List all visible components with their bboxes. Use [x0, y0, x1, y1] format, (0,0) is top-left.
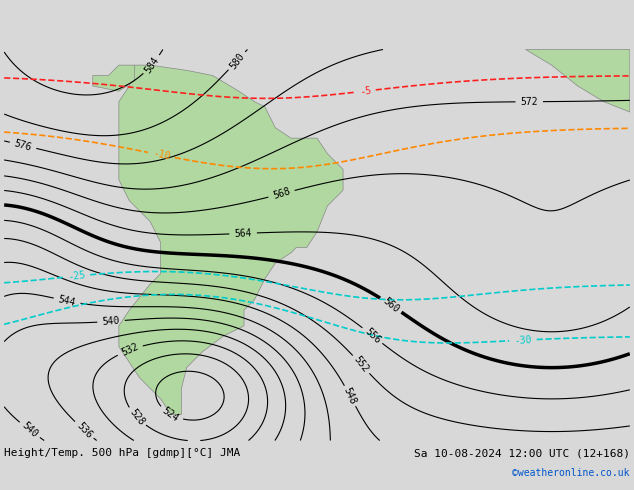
- Text: 540: 540: [20, 420, 39, 440]
- Text: ©weatheronline.co.uk: ©weatheronline.co.uk: [512, 468, 630, 478]
- Text: 536: 536: [74, 420, 94, 440]
- Text: 556: 556: [363, 326, 382, 345]
- Text: 552: 552: [352, 354, 370, 374]
- Text: 524: 524: [160, 405, 181, 423]
- Text: 528: 528: [127, 407, 146, 427]
- Text: 532: 532: [120, 342, 140, 358]
- Text: -30: -30: [514, 335, 532, 345]
- Text: -10: -10: [152, 148, 171, 162]
- Text: 580: 580: [228, 50, 246, 71]
- Text: 584: 584: [143, 54, 161, 74]
- Text: 564: 564: [234, 228, 252, 239]
- Text: -5: -5: [359, 85, 372, 97]
- Text: Sa 10-08-2024 12:00 UTC (12+168): Sa 10-08-2024 12:00 UTC (12+168): [414, 448, 630, 458]
- Text: -25: -25: [67, 270, 86, 282]
- Point: [521, 124, 531, 132]
- Text: 568: 568: [271, 186, 292, 201]
- Polygon shape: [526, 49, 630, 112]
- Text: 544: 544: [57, 294, 77, 308]
- Text: 576: 576: [13, 138, 33, 152]
- Text: 540: 540: [102, 316, 120, 327]
- Text: 560: 560: [381, 295, 401, 315]
- Text: Height/Temp. 500 hPa [gdmp][°C] JMA: Height/Temp. 500 hPa [gdmp][°C] JMA: [4, 448, 240, 458]
- Text: 572: 572: [521, 97, 538, 107]
- Text: 548: 548: [342, 386, 358, 406]
- Polygon shape: [93, 65, 134, 91]
- Polygon shape: [119, 65, 343, 415]
